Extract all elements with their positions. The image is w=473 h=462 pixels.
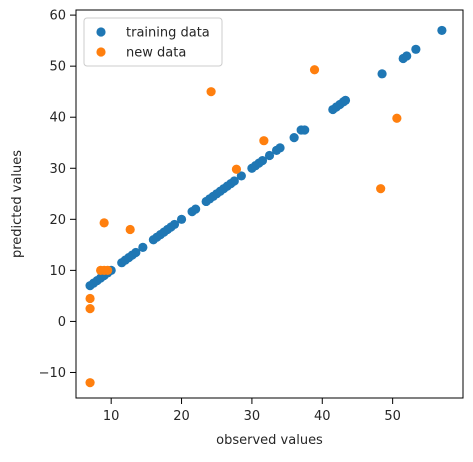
legend-box <box>83 17 223 67</box>
new-data-point <box>259 136 269 146</box>
training-data-point <box>169 219 180 230</box>
training-data-point <box>411 44 421 54</box>
new-data-point <box>376 184 386 194</box>
y-axis-label: predicted values <box>10 150 25 258</box>
plot-frame <box>75 9 464 399</box>
training-data-point <box>176 214 187 224</box>
x-tick-label: 20 <box>173 409 190 424</box>
new-data-point <box>103 265 113 275</box>
y-tick-label: 30 <box>49 162 66 177</box>
y-tick-label: 40 <box>49 111 66 126</box>
new-data-point <box>231 164 242 174</box>
training-data-point <box>437 25 447 36</box>
y-tick-label: −10 <box>39 366 66 381</box>
legend-marker <box>96 47 106 57</box>
marks-layer <box>85 25 447 388</box>
new-data-point <box>85 304 95 314</box>
legend-label: new data <box>126 46 186 61</box>
legend: training data new data <box>83 17 223 67</box>
y-tick-label: 10 <box>49 264 66 279</box>
training-data-point <box>257 156 268 166</box>
y-tick-label: 60 <box>49 9 66 24</box>
new-data-point <box>99 218 109 228</box>
new-data-point <box>206 87 216 97</box>
training-data-point <box>191 204 201 214</box>
legend-label: training data <box>126 26 210 41</box>
training-data-point <box>264 150 275 161</box>
new-data-point <box>85 378 95 388</box>
training-data-point <box>402 51 412 61</box>
new-data-point <box>125 224 135 235</box>
training-data-point <box>236 171 246 181</box>
training-data-point <box>377 69 387 79</box>
training-data-point <box>300 125 310 135</box>
training-data-point <box>131 247 141 258</box>
x-tick-label: 10 <box>103 409 120 424</box>
x-axis-label: observed values <box>216 433 323 448</box>
new-data-point <box>392 113 402 123</box>
x-tick-label: 40 <box>314 409 331 424</box>
legend-marker <box>96 27 106 37</box>
y-tick-label: 0 <box>58 315 66 330</box>
axes-layer: 10 20 30 40 50 −10 0 10 20 30 40 50 60 <box>39 9 464 424</box>
training-data-point <box>275 143 285 153</box>
y-tick-label: 50 <box>49 60 66 75</box>
x-tick-label: 50 <box>384 409 401 424</box>
new-data-point <box>309 65 320 75</box>
training-data-point <box>138 242 148 252</box>
y-tick-label: 20 <box>49 213 66 228</box>
training-data-point <box>229 176 239 186</box>
training-data-point <box>289 133 299 143</box>
new-data-point <box>85 293 95 304</box>
training-data-point <box>340 95 351 105</box>
x-tick-label: 30 <box>244 409 261 424</box>
